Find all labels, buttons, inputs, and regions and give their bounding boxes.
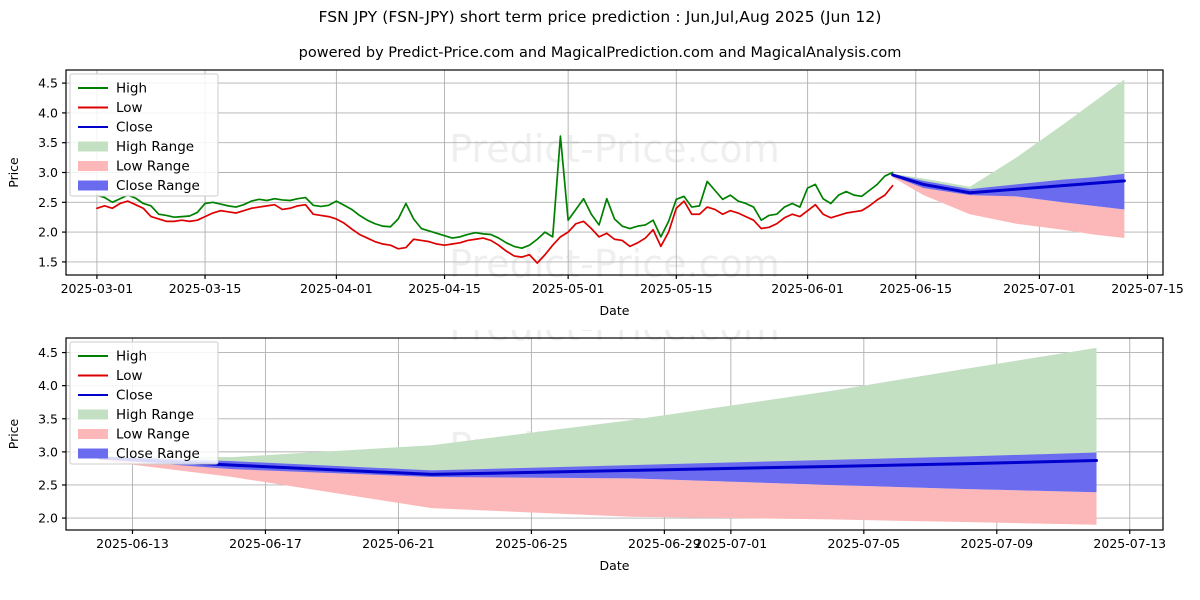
close-range-band xyxy=(892,173,1125,210)
legend[interactable]: High Low Close High Range Low Range Close Ran… xyxy=(69,73,219,197)
legend-label: High Range xyxy=(116,139,194,155)
legend-label: Close Range xyxy=(116,178,200,194)
legend-item-close[interactable]: Close xyxy=(78,388,153,404)
forecast-bands xyxy=(99,347,1097,525)
legend-label: High xyxy=(116,349,147,365)
legend-swatch-band xyxy=(78,429,108,439)
y-tick-label: 3.5 xyxy=(38,135,58,150)
y-tick-label: 2.0 xyxy=(38,511,58,526)
legend-label: Low Range xyxy=(116,159,190,175)
legend-label: Close Range xyxy=(116,446,200,462)
high-range-band xyxy=(892,79,1125,193)
page-title: FSN JPY (FSN-JPY) short term price predi… xyxy=(318,8,882,26)
legend[interactable]: High Low Close High Range Low Range Close Ran… xyxy=(69,341,219,465)
legend-item-low-range[interactable]: Low Range xyxy=(78,427,190,443)
watermark: Predict-Price.com xyxy=(449,330,780,349)
legend-swatch-band xyxy=(78,141,108,152)
y-tick-label: 2.5 xyxy=(38,195,58,210)
top-chart-svg: Predict-Price.com Predict-Price.com 1.5 2.0… xyxy=(6,69,1184,317)
legend-item-high-range[interactable]: High Range xyxy=(78,139,194,155)
x-tick-label: 2025-06-21 xyxy=(362,536,435,551)
x-tick-label: 2025-04-01 xyxy=(300,281,373,296)
legend-label: Low xyxy=(116,100,143,116)
y-tick-label: 4.5 xyxy=(38,76,58,91)
x-axis-title: Date xyxy=(600,558,630,573)
x-axis: 2025-06-13 2025-06-17 2025-06-21 2025-06-25… xyxy=(96,530,1166,551)
legend-swatch-band xyxy=(78,409,108,420)
watermark: Predict-Price.com xyxy=(449,127,780,171)
legend-swatch-band xyxy=(78,180,108,191)
x-tick-label: 2025-06-25 xyxy=(495,536,568,551)
bottom-chart-svg: Predict-Price.comPredict-Price.com2.02.5… xyxy=(6,330,1166,573)
legend-label: Low xyxy=(116,368,143,384)
x-tick-label: 2025-03-15 xyxy=(169,281,242,296)
legend-label: Low Range xyxy=(116,427,190,443)
history-lines xyxy=(96,135,894,264)
y-tick-label: 2.5 xyxy=(38,477,58,492)
close-line xyxy=(97,456,1099,476)
x-tick-label: 2025-06-29 xyxy=(628,536,701,551)
page-subtitle: powered by Predict-Price.com and Magical… xyxy=(298,45,902,61)
x-tick-label: 2025-07-13 xyxy=(1093,536,1166,551)
x-tick-label: 2025-06-17 xyxy=(229,536,302,551)
y-axis-title: Price xyxy=(6,157,21,188)
x-axis-title: Date xyxy=(600,303,630,317)
legend-item-close-range[interactable]: Close Range xyxy=(78,178,200,194)
x-tick-label: 2025-07-01 xyxy=(695,536,768,551)
x-tick-label: 2025-07-05 xyxy=(827,536,900,551)
low-line xyxy=(96,184,894,264)
legend-label: Close xyxy=(116,388,153,404)
high-line xyxy=(96,135,894,250)
y-tick-label: 1.5 xyxy=(38,254,58,269)
legend-swatch-band xyxy=(78,448,108,459)
close-line xyxy=(891,173,1126,195)
y-axis: 2.0 2.5 3.0 3.5 4.0 4.5 xyxy=(38,345,66,526)
x-tick-label: 2025-03-01 xyxy=(61,281,134,296)
legend-item-high-range[interactable]: High Range xyxy=(78,407,194,423)
y-tick-label: 2.0 xyxy=(38,225,58,240)
y-axis: 1.5 2.0 2.5 3.0 3.5 4.0 4.5 xyxy=(38,76,66,269)
x-tick-label: 2025-07-01 xyxy=(1003,281,1076,296)
legend-item-close[interactable]: Close xyxy=(78,120,153,136)
x-tick-label: 2025-07-09 xyxy=(960,536,1033,551)
top-chart-panel: Predict-Price.com Predict-Price.com 1.5 2.0… xyxy=(0,62,1200,317)
y-tick-label: 4.0 xyxy=(38,105,58,120)
x-tick-label: 2025-06-15 xyxy=(879,281,952,296)
legend-label: High xyxy=(116,81,147,97)
x-tick-label: 2025-04-15 xyxy=(408,281,481,296)
x-axis: 2025-03-01 2025-03-15 2025-04-01 2025-04-15… xyxy=(61,275,1184,296)
x-tick-label: 2025-07-15 xyxy=(1111,281,1184,296)
watermark: Predict-Price.com xyxy=(449,242,780,286)
legend-swatch-band xyxy=(78,161,108,171)
x-tick-label: 2025-06-01 xyxy=(771,281,844,296)
legend-label: Close xyxy=(116,120,153,136)
plot-frame xyxy=(65,337,1164,531)
y-tick-label: 3.0 xyxy=(38,165,58,180)
legend-item-close-range[interactable]: Close Range xyxy=(78,446,200,462)
x-tick-label: 2025-06-13 xyxy=(96,536,169,551)
y-axis-title: Price xyxy=(6,418,21,449)
legend-item-low[interactable]: Low xyxy=(78,100,143,116)
y-tick-label: 4.5 xyxy=(38,345,58,360)
legend-item-low-range[interactable]: Low Range xyxy=(78,159,190,175)
legend-item-high[interactable]: High xyxy=(78,81,147,97)
low-range-band xyxy=(99,459,1097,525)
y-tick-label: 3.0 xyxy=(38,444,58,459)
forecast-bands xyxy=(892,79,1125,239)
x-tick-label: 2025-05-15 xyxy=(640,281,713,296)
bottom-chart-panel: Predict-Price.comPredict-Price.com2.02.5… xyxy=(0,330,1200,595)
y-tick-label: 4.0 xyxy=(38,378,58,393)
legend-label: High Range xyxy=(116,407,194,423)
legend-item-low[interactable]: Low xyxy=(78,368,143,384)
y-tick-label: 3.5 xyxy=(38,411,58,426)
legend-item-high[interactable]: High xyxy=(78,349,147,365)
high-range-band xyxy=(99,347,1097,475)
x-tick-label: 2025-05-01 xyxy=(532,281,605,296)
